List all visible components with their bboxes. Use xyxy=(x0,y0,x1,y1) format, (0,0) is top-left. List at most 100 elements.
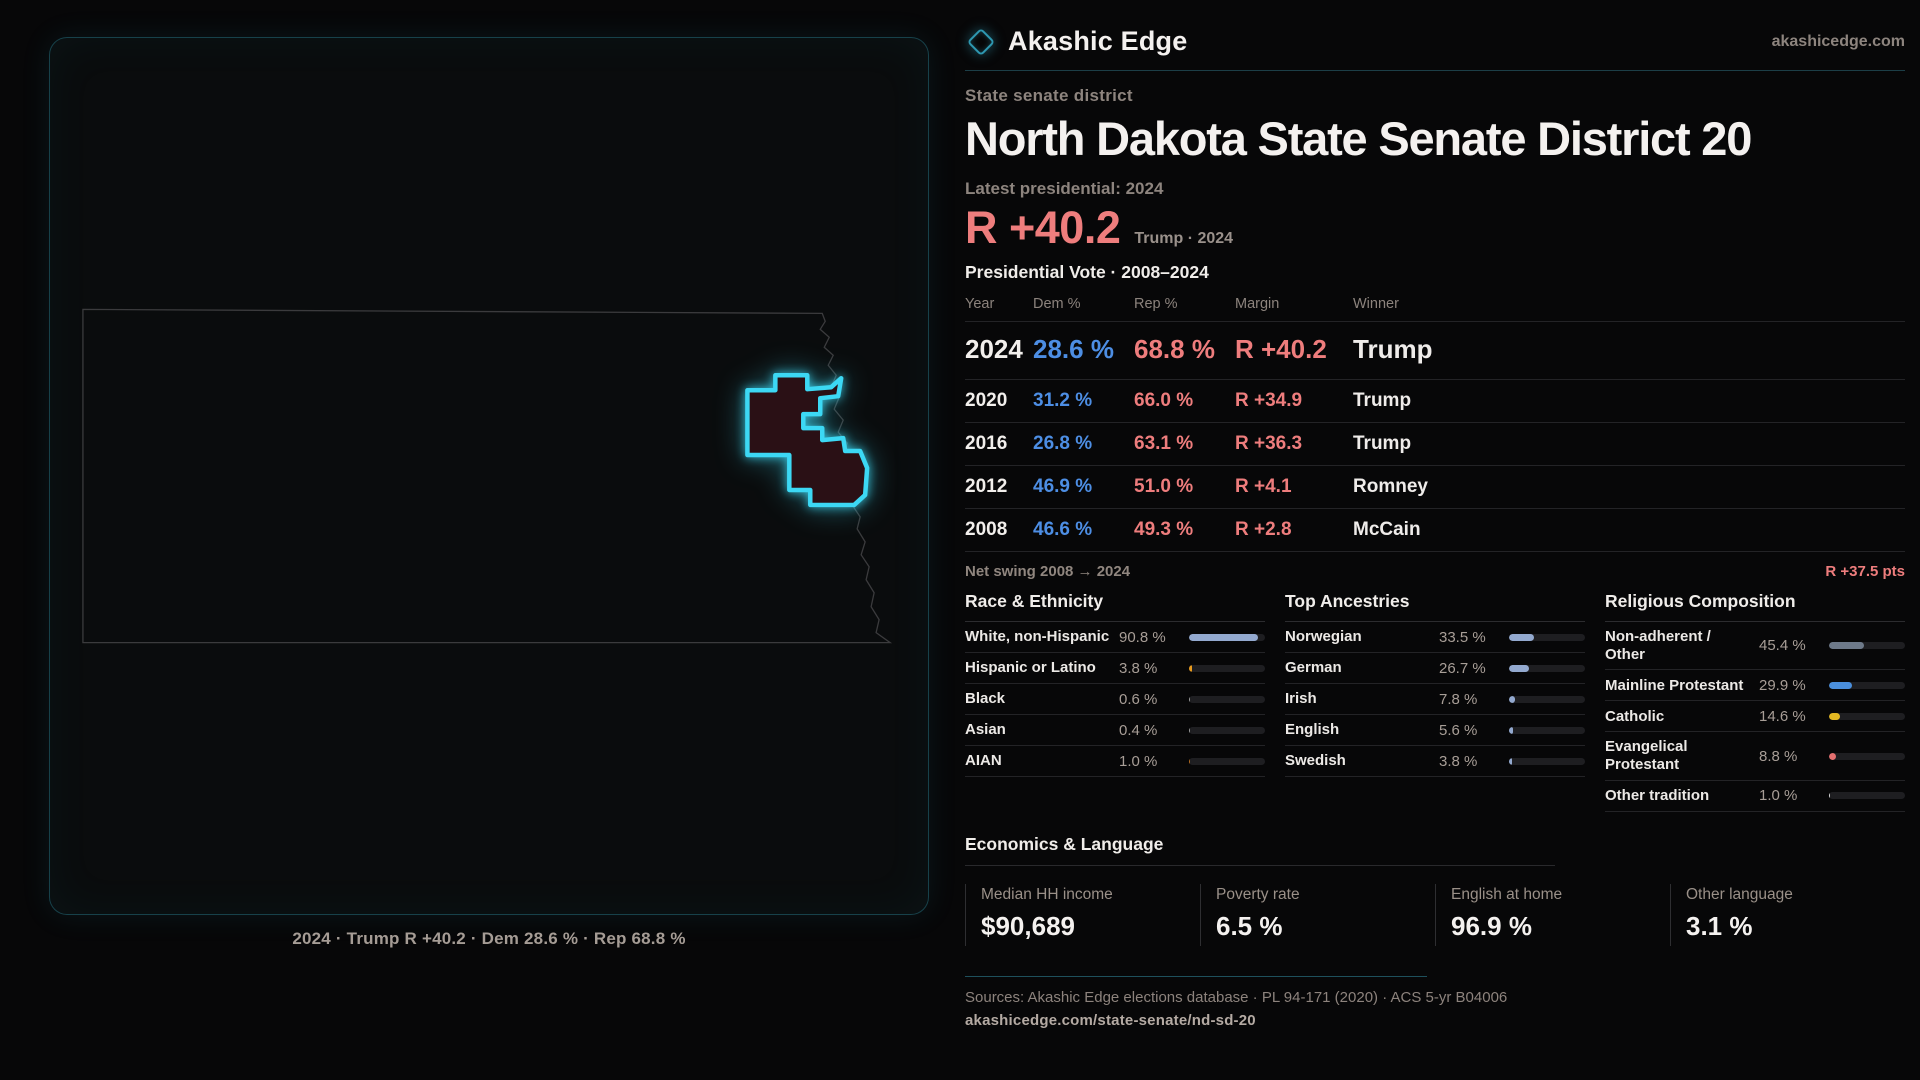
demo-bar-track xyxy=(1829,681,1905,689)
demo-bar-track xyxy=(1509,695,1585,703)
vote-cell-dem: 46.9 % xyxy=(1033,476,1093,497)
vote-cell-dem: 28.6 % xyxy=(1033,334,1114,364)
district-map-panel xyxy=(49,37,929,915)
demo-bar-fill xyxy=(1509,757,1512,765)
vote-cell-margin: R +40.2 xyxy=(1235,334,1327,364)
demo-label: Asian xyxy=(965,721,1006,739)
permalink: akashicedge.com/state-senate/nd-sd-20 xyxy=(965,1011,1256,1029)
vote-cell-rep: 68.8 % xyxy=(1134,334,1215,364)
demo-bar-track xyxy=(1509,664,1585,672)
vote-cell-rep: 49.3 % xyxy=(1134,519,1194,540)
vote-cell-year: 2020 xyxy=(965,390,1008,411)
vote-cell-year: 2024 xyxy=(965,334,1023,364)
demo-row: Asian 0.4 % xyxy=(965,715,1265,746)
demo-row: Black 0.6 % xyxy=(965,684,1265,715)
vote-table-header: Year Dem % Rep % Margin Winner xyxy=(965,289,1905,321)
vote-cell-year: 2008 xyxy=(965,519,1008,540)
demo-bar-track xyxy=(1189,633,1265,641)
header-divider xyxy=(965,70,1905,71)
demo-bar-track xyxy=(1509,633,1585,641)
demo-value: 1.0 % xyxy=(1119,752,1158,770)
vote-row: 2008 46.6 % 49.3 % R +2.8 McCain xyxy=(965,508,1905,551)
demo-value: 1.0 % xyxy=(1759,787,1798,805)
demo-label: Black xyxy=(965,690,1006,708)
demo-row: Norwegian 33.5 % xyxy=(1285,622,1585,653)
vote-cell-rep: 63.1 % xyxy=(1134,433,1194,454)
demo-row: German 26.7 % xyxy=(1285,653,1585,684)
net-swing-value: R +37.5 pts xyxy=(1825,563,1905,580)
brand-name: Akashic Edge xyxy=(1008,26,1188,56)
demo-bar-fill xyxy=(1509,695,1515,703)
demo-label: White, non-Hispanic xyxy=(965,628,1110,646)
vote-cell-dem: 26.8 % xyxy=(1033,433,1093,454)
demo-bar-track xyxy=(1189,695,1265,703)
demo-column-title: Religious Composition xyxy=(1605,591,1905,622)
vote-cell-rep: 66.0 % xyxy=(1134,390,1194,411)
vote-cell-winner: Romney xyxy=(1353,476,1428,497)
brand-domain: akashicedge.com xyxy=(1771,32,1905,50)
footer-divider xyxy=(965,975,1427,977)
vote-cell-dem: 31.2 % xyxy=(1033,390,1093,411)
demo-row: Irish 7.8 % xyxy=(1285,684,1585,715)
vote-cell-year: 2016 xyxy=(965,433,1008,454)
demo-value: 3.8 % xyxy=(1439,752,1478,770)
demo-value: 29.9 % xyxy=(1759,676,1806,694)
vote-row: 2012 46.9 % 51.0 % R +4.1 Romney xyxy=(965,465,1905,508)
vote-cell-winner: Trump xyxy=(1353,433,1412,454)
district-20-shape[interactable] xyxy=(745,372,870,508)
brand-header: Akashic Edge akashicedge.com xyxy=(965,26,1905,57)
demo-label: Mainline Protestant xyxy=(1605,676,1744,694)
demo-bar-fill xyxy=(1829,681,1852,689)
demo-row: Evangelical Protestant 8.8 % xyxy=(1605,732,1905,781)
demo-bar-track xyxy=(1829,712,1905,720)
col-margin: Margin xyxy=(1235,296,1280,312)
demo-column: Race & Ethnicity White, non-Hispanic 90.8 … xyxy=(965,591,1265,812)
demo-row: Swedish 3.8 % xyxy=(1285,746,1585,777)
demo-label: Norwegian xyxy=(1285,628,1362,646)
demo-bar-fill xyxy=(1189,633,1258,641)
vote-cell-margin: R +2.8 xyxy=(1235,519,1292,540)
demo-value: 45.4 % xyxy=(1759,637,1806,655)
diamond-logo-icon xyxy=(966,27,996,56)
stat-cell: Poverty rate 6.5 % xyxy=(1200,883,1435,946)
stat-label: Other language xyxy=(1686,885,1793,903)
demo-bar-track xyxy=(1189,726,1265,734)
demo-label: Evangelical Protestant xyxy=(1605,738,1688,774)
demo-row: Catholic 14.6 % xyxy=(1605,701,1905,733)
economics-title: Economics & Language xyxy=(965,833,1164,854)
demo-row: Non-adherent / Other 45.4 % xyxy=(1605,622,1905,671)
demo-bar-fill xyxy=(1829,642,1864,650)
vote-cell-dem: 46.6 % xyxy=(1033,519,1093,540)
demo-value: 3.8 % xyxy=(1119,659,1158,677)
demo-bar-track xyxy=(1189,757,1265,765)
vote-row: 2016 26.8 % 63.1 % R +36.3 Trump xyxy=(965,422,1905,465)
demo-column: Top Ancestries Norwegian 33.5 % German 26.7 … xyxy=(1285,591,1585,812)
demo-label: Irish xyxy=(1285,690,1317,708)
north-dakota-map xyxy=(82,308,893,644)
latest-presidential-label: Latest presidential: 2024 xyxy=(965,179,1164,198)
stat-cell: Other language 3.1 % xyxy=(1670,883,1905,946)
demo-row: AIAN 1.0 % xyxy=(965,746,1265,777)
stat-value: 6.5 % xyxy=(1216,910,1283,941)
demo-value: 33.5 % xyxy=(1439,628,1486,646)
vote-row: 2020 31.2 % 66.0 % R +34.9 Trump xyxy=(965,379,1905,422)
stat-cell: Median HH income $90,689 xyxy=(965,883,1200,946)
demo-column: Religious Composition Non-adherent / Othe… xyxy=(1605,591,1905,812)
presidential-vote-table: Year Dem % Rep % Margin Winner 2024 28.6 … xyxy=(965,289,1905,589)
stat-value: 96.9 % xyxy=(1451,910,1532,941)
demo-bar-fill xyxy=(1829,752,1836,760)
demo-value: 0.6 % xyxy=(1119,690,1158,708)
net-swing-label: Net swing 2008 → 2024 xyxy=(965,563,1131,580)
demo-label: Other tradition xyxy=(1605,786,1710,804)
demo-bar-fill xyxy=(1189,757,1190,765)
demo-bar-fill xyxy=(1509,664,1530,672)
net-swing-row: Net swing 2008 → 2024 R +37.5 pts xyxy=(965,551,1905,589)
demo-value: 14.6 % xyxy=(1759,707,1806,725)
footer: Sources: Akashic Edge elections database… xyxy=(965,975,1905,1029)
col-winner: Winner xyxy=(1353,296,1399,312)
state-outline xyxy=(82,308,893,644)
vote-table-rows: 2024 28.6 % 68.8 % R +40.2 Trump 2020 31.2 % 66… xyxy=(965,321,1905,551)
economics-divider xyxy=(965,864,1555,866)
demo-row: English 5.6 % xyxy=(1285,715,1585,746)
demo-label: Catholic xyxy=(1605,707,1665,725)
